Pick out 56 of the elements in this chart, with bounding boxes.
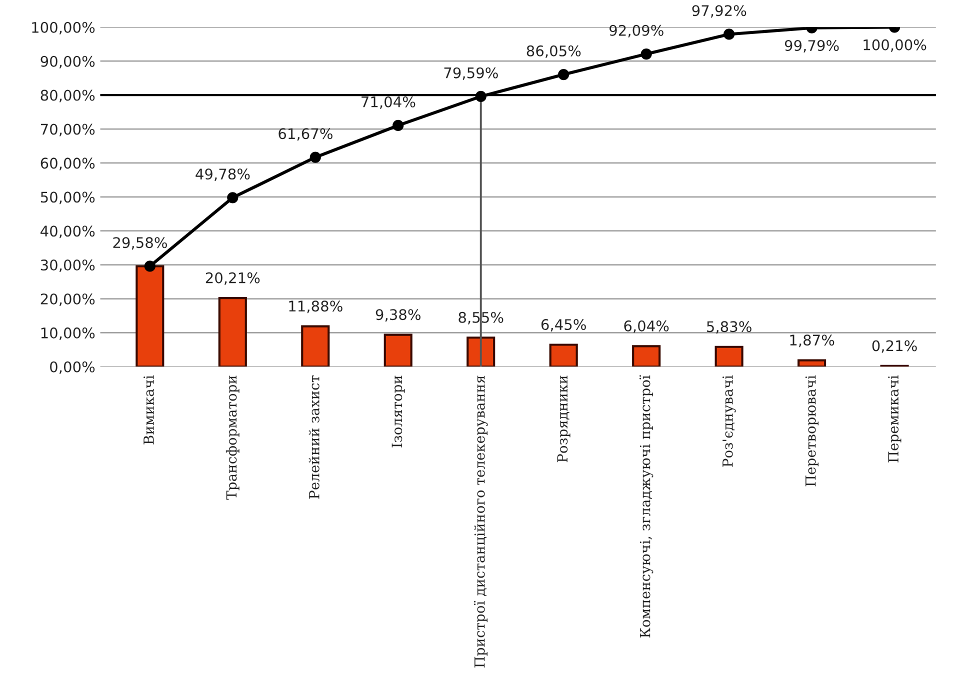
x-tick-label: Пристрої дистанційного телекерування bbox=[474, 376, 488, 668]
data-label: 97,92% bbox=[692, 5, 746, 18]
y-tick-label: 50,00% bbox=[40, 192, 95, 204]
point bbox=[144, 260, 156, 272]
data-label: 79,59% bbox=[444, 67, 498, 80]
y-tick-label: 90,00% bbox=[40, 56, 95, 68]
x-tick-label: Релейний захист bbox=[308, 376, 320, 499]
data-label: 100,00% bbox=[864, 39, 926, 52]
y-tick-label: 80,00% bbox=[40, 90, 95, 102]
y-tick-label: 70,00% bbox=[41, 124, 95, 136]
x-tick-label: Вимикачі bbox=[144, 375, 154, 444]
data-label: 49,78% bbox=[196, 168, 250, 182]
bar bbox=[466, 336, 496, 367]
y-tick-label: 40,00% bbox=[40, 226, 95, 238]
data-label: 9,38% bbox=[376, 309, 420, 322]
bar bbox=[549, 344, 578, 367]
bar bbox=[714, 346, 744, 367]
x-tick-label: Компенсуючі, згладжуючі пристрої bbox=[639, 375, 654, 638]
y-tick-label: 30,00% bbox=[40, 260, 95, 272]
bar bbox=[798, 359, 826, 367]
x-tick-label: Розрядники bbox=[557, 376, 570, 462]
data-label: 6,04% bbox=[624, 320, 669, 333]
data-label: 0,21% bbox=[872, 340, 917, 353]
data-label: 86,05% bbox=[526, 45, 581, 58]
point bbox=[724, 28, 735, 40]
data-label: 99,79% bbox=[784, 40, 839, 53]
data-label: 5,83% bbox=[707, 321, 752, 334]
data-label: 29,58% bbox=[113, 237, 167, 250]
bar bbox=[136, 265, 164, 367]
bar bbox=[384, 334, 412, 367]
point bbox=[227, 192, 238, 204]
data-label: 20,21% bbox=[206, 272, 260, 285]
data-label: 1,87% bbox=[790, 334, 834, 348]
point bbox=[558, 68, 570, 80]
data-label: 6,45% bbox=[541, 319, 586, 332]
x-tick-label: Ізолятори bbox=[392, 376, 405, 448]
point bbox=[392, 120, 404, 132]
y-tick-label: 0,00% bbox=[50, 361, 95, 374]
data-label: 61,67% bbox=[278, 128, 332, 141]
y-tick-label: 100,00% bbox=[32, 22, 95, 34]
x-tick-label: Роз'єднувачі bbox=[722, 375, 736, 467]
point bbox=[640, 48, 652, 60]
data-label: 92,09% bbox=[610, 24, 664, 38]
x-tick-label: Трансформатори bbox=[226, 376, 240, 500]
y-tick-label: 20,00% bbox=[40, 293, 95, 306]
y-tick-label: 10,00% bbox=[41, 327, 95, 340]
x-tick-label: Перемикачі bbox=[888, 375, 902, 462]
point bbox=[310, 152, 321, 163]
x-tick-label: Перетворювачі bbox=[805, 375, 819, 486]
bar bbox=[218, 297, 247, 367]
y-tick-label: 60,00% bbox=[40, 158, 95, 170]
bar bbox=[632, 345, 661, 367]
data-label: 71,04% bbox=[362, 96, 416, 109]
data-label: 11,88% bbox=[289, 300, 342, 314]
bar bbox=[301, 325, 330, 367]
point bbox=[475, 90, 486, 102]
